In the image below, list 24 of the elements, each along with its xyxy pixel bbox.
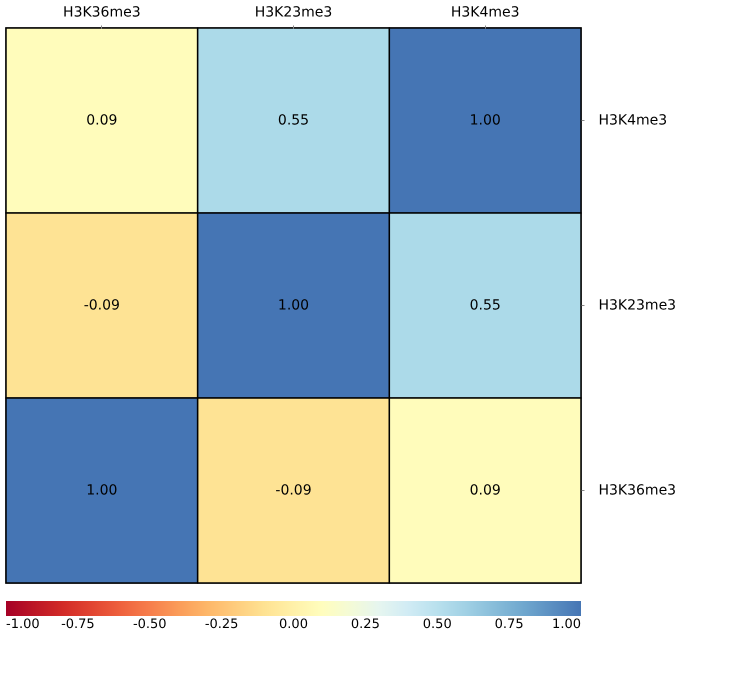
data-label: -0.09 (84, 298, 120, 314)
x-tick-label: H3K36me3 (63, 4, 141, 20)
data-label: -0.09 (275, 482, 312, 498)
data-label: 0.55 (470, 298, 501, 314)
y-tick-label: H3K23me3 (598, 298, 676, 314)
color-bar-label: -0.50 (132, 617, 167, 632)
color-bar-label: -1.00 (6, 617, 40, 632)
color-bar-label: 0.50 (422, 617, 452, 632)
data-label: 0.09 (86, 112, 118, 128)
color-bar-label: -0.75 (61, 617, 95, 632)
data-label: 1.00 (86, 482, 118, 498)
y-tick-label: H3K36me3 (598, 482, 676, 498)
x-tick-label: H3K23me3 (254, 4, 332, 20)
color-bar-label: 0.75 (494, 617, 524, 632)
color-bar-label: 1.00 (552, 617, 581, 632)
x-tick-label: H3K4me3 (450, 4, 520, 20)
data-label: 1.00 (278, 298, 310, 314)
data-label: 0.09 (470, 482, 501, 498)
data-label: 1.00 (470, 112, 501, 128)
data-label: 0.55 (278, 112, 310, 128)
color-bar-label: -0.25 (204, 617, 238, 632)
color-bar-label: 0.25 (350, 617, 380, 632)
color-bar-label: 0.00 (279, 617, 308, 632)
y-tick-label: H3K4me3 (598, 112, 668, 128)
